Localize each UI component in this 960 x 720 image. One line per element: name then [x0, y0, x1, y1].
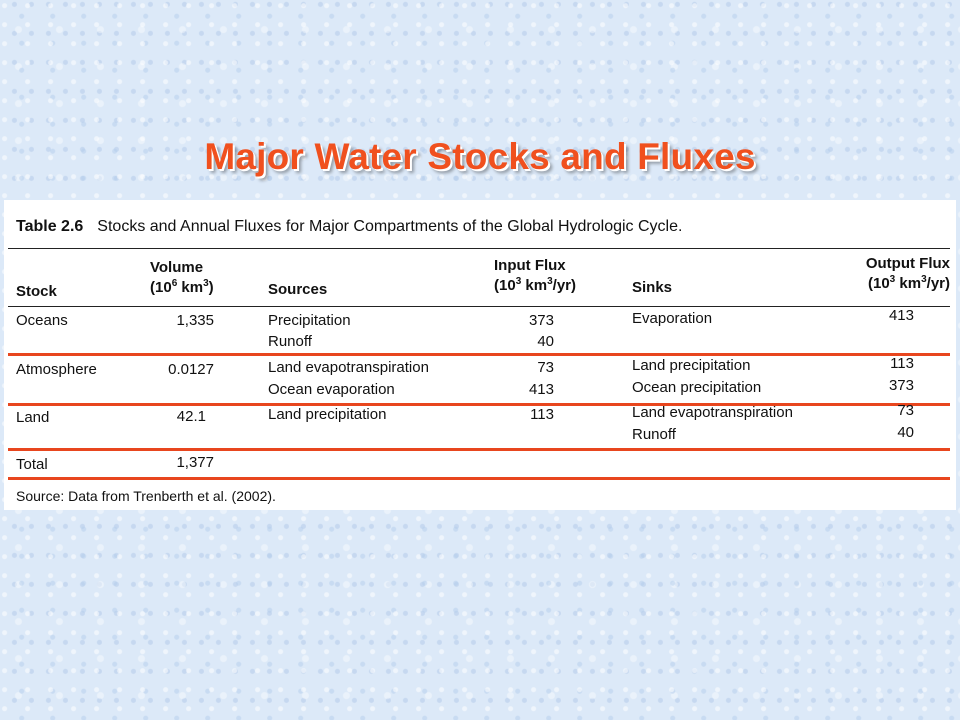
volume-cell: 1,377 — [176, 454, 214, 471]
output-flux-cell: 73 — [897, 402, 914, 419]
stock-cell: Atmosphere — [16, 361, 97, 378]
hydrologic-cycle-table: Table 2.6 Stocks and Annual Fluxes for Ma… — [4, 200, 956, 510]
output-flux-cell: 373 — [888, 377, 914, 394]
source-note: Source: Data from Trenberth et al. (2002… — [16, 488, 276, 504]
stock-cell: Land — [16, 409, 50, 426]
volume-cell: 0.0127 — [168, 361, 214, 378]
stock-cell: Total — [16, 456, 48, 473]
table-number: Table 2.6 — [16, 218, 84, 235]
source-cell: Precipitation — [268, 312, 351, 329]
row-divider — [8, 448, 950, 451]
header-volume: Volume (106 km3) — [150, 258, 214, 298]
sink-cell: Land evapotranspiration — [632, 404, 793, 421]
header-volume-label: Volume — [150, 259, 204, 276]
header-output-flux-label: Output Flux — [865, 255, 950, 272]
input-flux-cell: 113 — [530, 406, 554, 423]
output-flux-cell: 40 — [897, 424, 914, 441]
header-output-flux: Output Flux (103 km3/yr) — [866, 254, 950, 294]
slide-title: Major Water Stocks and Fluxes — [204, 136, 756, 177]
source-cell: Ocean evaporation — [268, 381, 395, 398]
input-flux-cell: 73 — [537, 359, 554, 376]
header-output-flux-unit: (103 km3/yr) — [867, 274, 950, 293]
row-divider — [8, 477, 950, 480]
volume-cell: 1,335 — [176, 312, 214, 329]
sink-cell: Evaporation — [632, 310, 713, 327]
sink-cell: Ocean precipitation — [632, 379, 762, 396]
output-flux-cell: 413 — [888, 307, 914, 324]
source-cell: Land evapotranspiration — [268, 359, 429, 376]
header-input-flux: Input Flux (103 km3/yr) — [494, 256, 576, 296]
row-divider — [8, 403, 950, 406]
header-stock: Stock — [16, 283, 57, 300]
table-caption-text: Stocks and Annual Fluxes for Major Compa… — [97, 218, 683, 235]
sink-cell: Land precipitation — [632, 357, 751, 374]
table-caption: Table 2.6 Stocks and Annual Fluxes for Ma… — [16, 218, 682, 236]
source-cell: Runoff — [268, 333, 312, 350]
output-flux-cell: 113 — [890, 355, 914, 372]
top-rule — [8, 248, 950, 249]
row-divider — [8, 353, 950, 356]
stock-cell: Oceans — [16, 312, 68, 329]
input-flux-cell: 373 — [528, 312, 554, 329]
input-flux-cell: 40 — [537, 333, 554, 350]
header-sources: Sources — [268, 281, 328, 298]
header-volume-unit: (106 km3) — [150, 278, 214, 297]
header-input-flux-label: Input Flux — [494, 257, 566, 274]
source-cell: Land precipitation — [268, 406, 387, 423]
header-sinks: Sinks — [632, 279, 673, 296]
sink-cell: Runoff — [632, 426, 676, 443]
header-input-flux-unit: (103 km3/yr) — [494, 276, 577, 295]
header-rule — [8, 306, 950, 307]
input-flux-cell: 413 — [528, 381, 554, 398]
volume-cell: 42.1 — [176, 408, 206, 425]
